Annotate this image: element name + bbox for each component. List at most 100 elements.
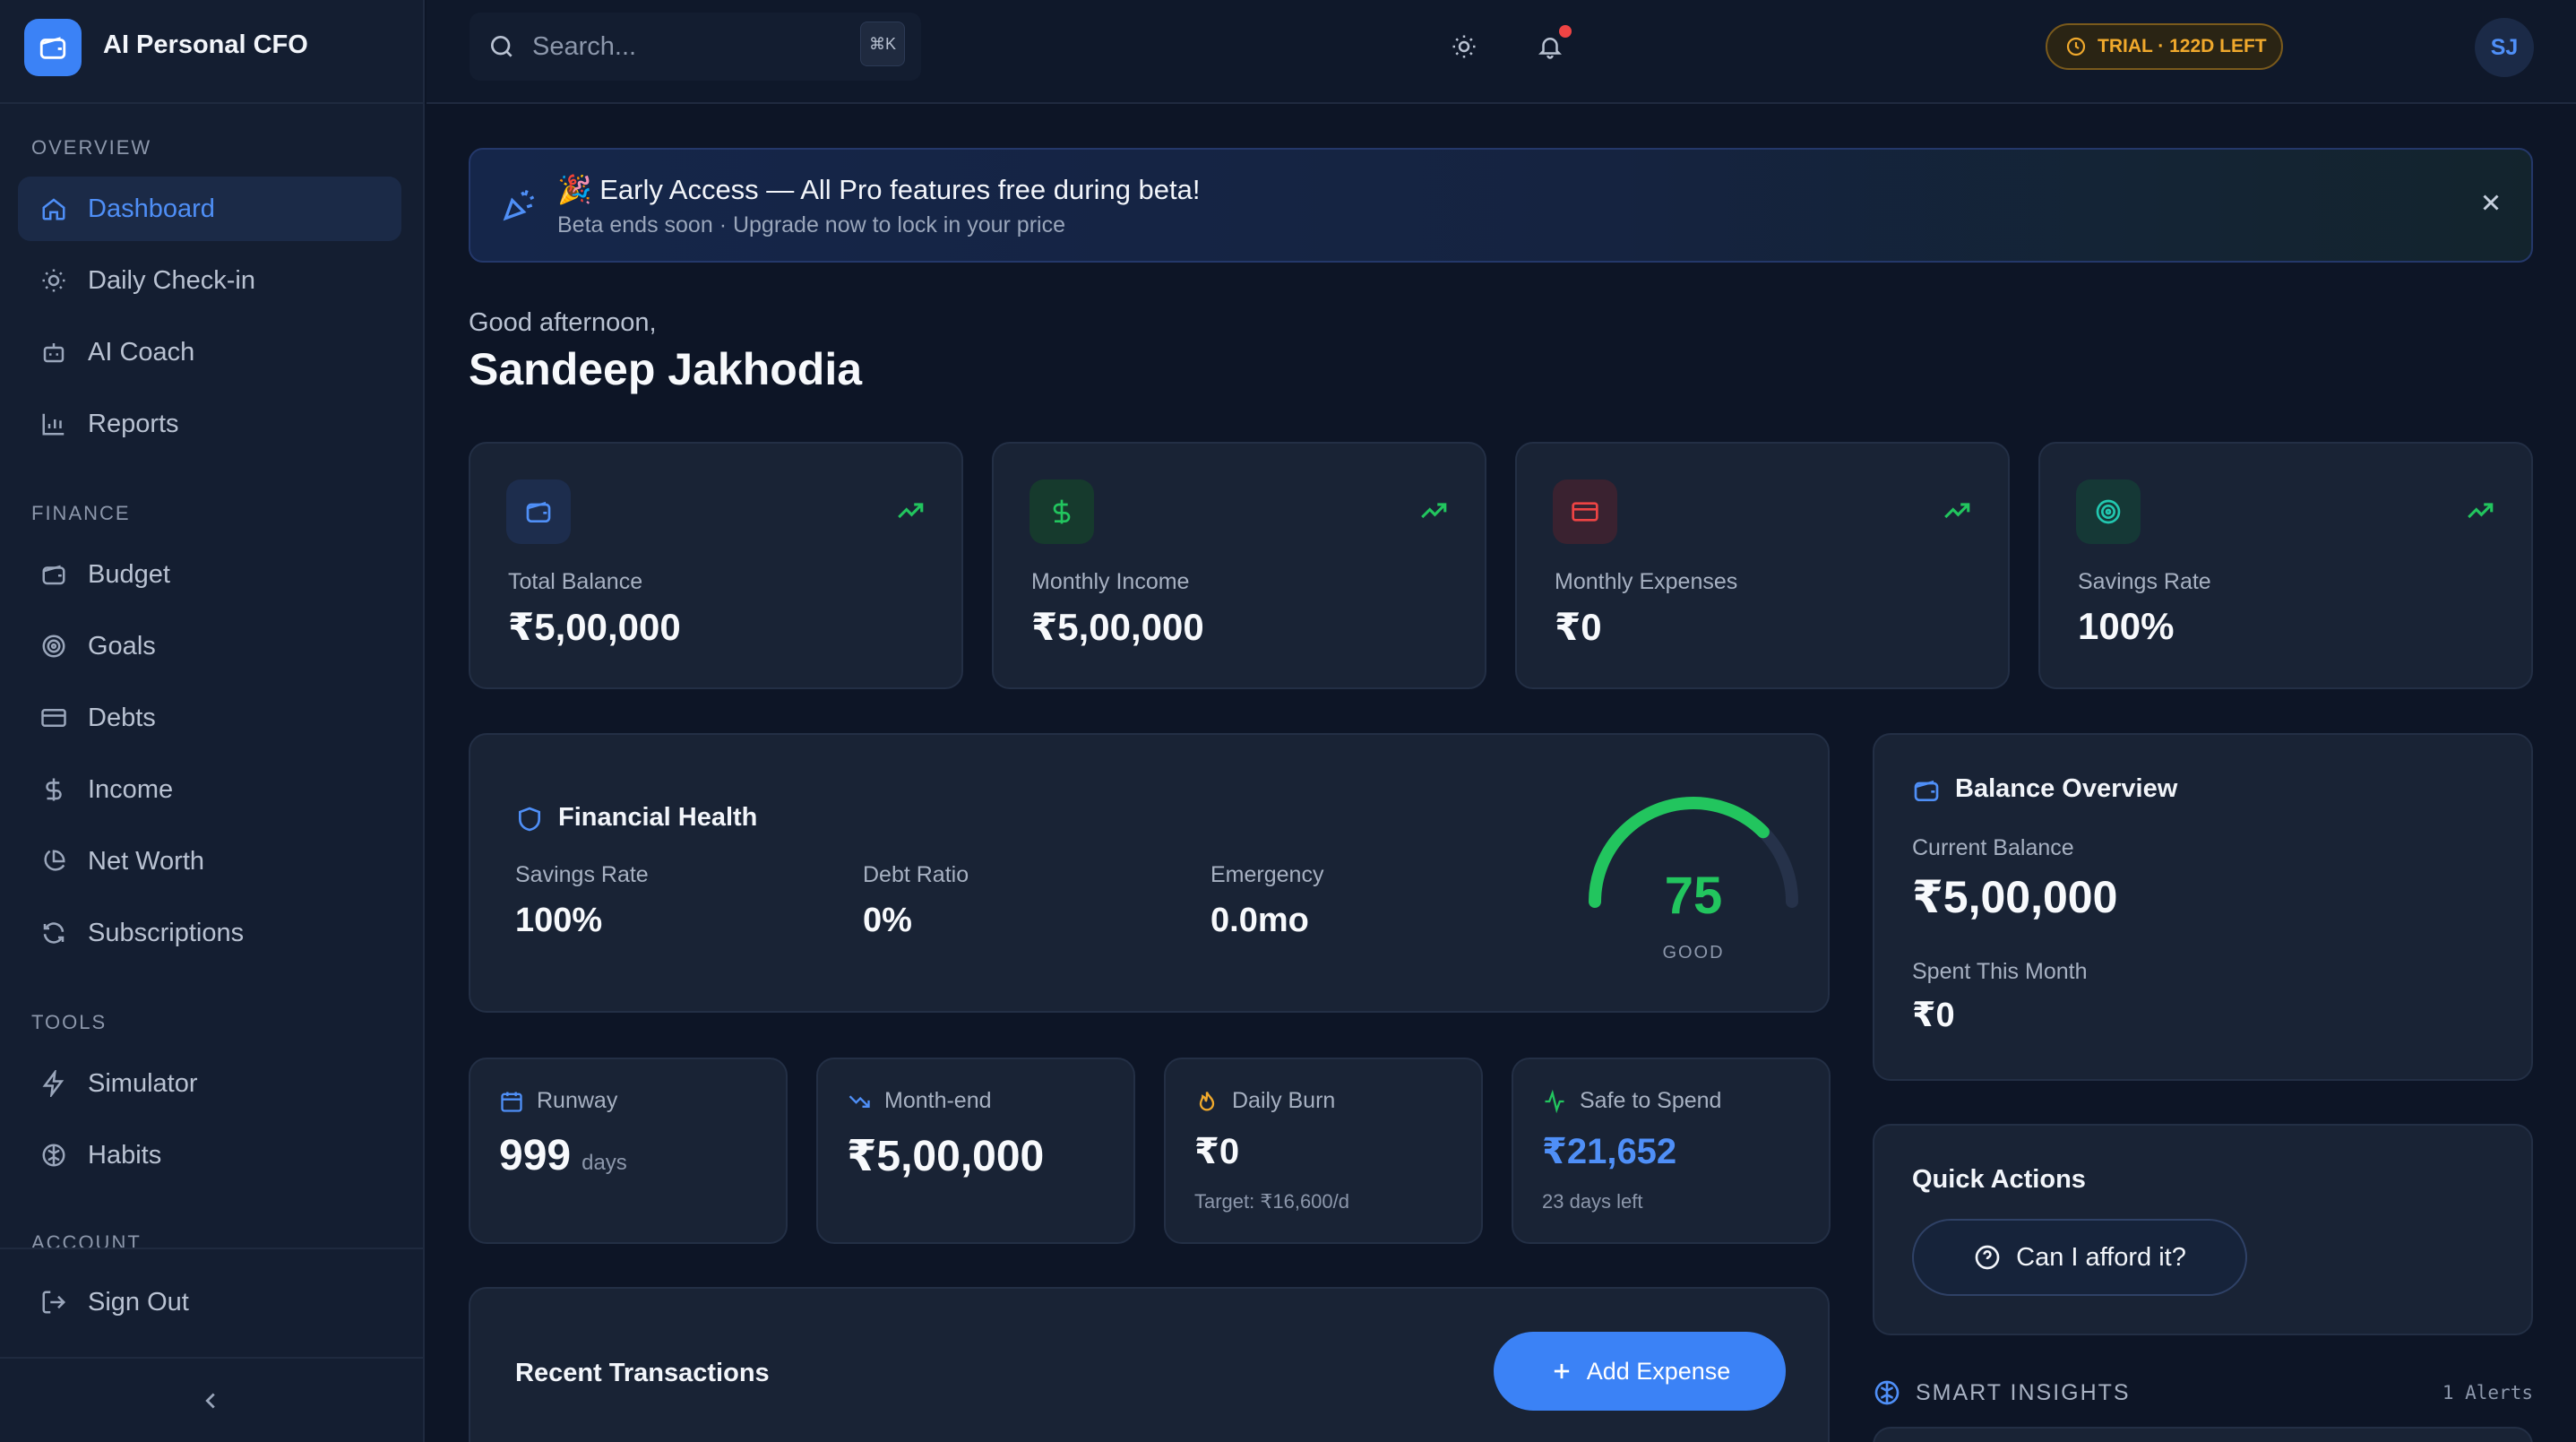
health-gauge (1589, 797, 1798, 908)
sidebar: AI Personal CFO OVERVIEW Dashboard Daily… (0, 0, 425, 1442)
safe-to-spend-value: ₹21,652 (1542, 1132, 1677, 1171)
health-score-label: GOOD (1662, 943, 1725, 963)
activity-icon (1545, 1089, 1564, 1113)
refresh-icon (39, 919, 68, 947)
user-name: Sandeep Jakhodia (469, 344, 863, 394)
sidebar-item-label: Simulator (88, 1068, 198, 1098)
sidebar-item-income[interactable]: Income (18, 757, 401, 822)
trend-down-icon (849, 1094, 870, 1108)
stat-card-monthly-income: Monthly Income ₹5,00,000 (992, 442, 1486, 689)
spent-this-month-value: ₹0 (1912, 997, 1955, 1034)
sidebar-item-label: Dashboard (88, 194, 215, 223)
dollar-icon (1030, 479, 1094, 544)
safe-to-spend-header: Safe to Spend (1542, 1088, 1721, 1114)
health-score: 75 (1664, 867, 1723, 925)
stat-value: ₹0 (1555, 606, 1602, 648)
notification-dot (1559, 25, 1572, 38)
stat-value: 100% (2078, 605, 2175, 647)
sidebar-item-budget[interactable]: Budget (18, 542, 401, 607)
clock-icon (2066, 37, 2086, 56)
brand: AI Personal CFO (0, 0, 425, 104)
stat-value: ₹5,00,000 (508, 606, 681, 648)
logout-icon (39, 1288, 68, 1317)
metric-label: Debt Ratio (863, 862, 969, 887)
sign-out-button[interactable]: Sign Out (18, 1270, 401, 1334)
current-balance-label: Current Balance (1912, 835, 2074, 860)
section-finance: FINANCE (31, 502, 131, 524)
sidebar-item-label: Daily Check-in (88, 265, 255, 295)
balance-overview-card: Balance Overview Current Balance ₹5,00,0… (1873, 733, 2533, 1081)
recent-transactions-card: Recent Transactions Add Expense (469, 1287, 1830, 1442)
runway-value: 999 days (499, 1132, 627, 1179)
sidebar-item-habits[interactable]: Habits (18, 1123, 401, 1187)
sun-icon (1452, 35, 1476, 58)
current-balance-value: ₹5,00,000 (1912, 872, 2118, 922)
sidebar-item-simulator[interactable]: Simulator (18, 1051, 401, 1116)
brain-icon (39, 1141, 68, 1170)
sidebar-item-dashboard[interactable]: Dashboard (18, 177, 401, 241)
plus-icon (1554, 1363, 1569, 1379)
search-placeholder: Search... (532, 32, 637, 61)
zap-icon (39, 1069, 68, 1098)
close-icon[interactable] (2477, 189, 2504, 216)
runway-card: Runway 999 days (469, 1058, 788, 1244)
trend-up-icon (895, 496, 926, 526)
recent-transactions-title: Recent Transactions (515, 1359, 770, 1387)
daily-burn-card: Daily Burn ₹0 Target: ₹16,600/d (1164, 1058, 1483, 1244)
theme-toggle-button[interactable] (1435, 18, 1493, 75)
spent-this-month-label: Spent This Month (1912, 959, 2088, 984)
section-overview: OVERVIEW (31, 136, 152, 159)
help-circle-icon (1975, 1245, 2000, 1270)
metric-value: 100% (515, 902, 603, 939)
wallet-icon (24, 19, 82, 76)
avatar[interactable]: SJ (2475, 18, 2534, 77)
stat-card-monthly-expenses: Monthly Expenses ₹0 (1515, 442, 2010, 689)
banner-title: 🎉 Early Access — All Pro features free d… (557, 174, 1201, 205)
metric-label: Savings Rate (515, 862, 649, 887)
add-expense-button[interactable]: Add Expense (1494, 1332, 1786, 1411)
sidebar-item-daily-check-in[interactable]: Daily Check-in (18, 248, 401, 313)
pie-chart-icon (39, 847, 68, 876)
sign-out-label: Sign Out (88, 1287, 189, 1317)
trend-up-icon (2465, 496, 2495, 526)
can-i-afford-it-button[interactable]: Can I afford it? (1912, 1219, 2247, 1296)
quick-actions-card: Quick Actions Can I afford it? (1873, 1124, 2533, 1335)
brain-icon (1874, 1380, 1900, 1405)
safe-to-spend-card: Safe to Spend ₹21,652 23 days left (1512, 1058, 1831, 1244)
sidebar-item-goals[interactable]: Goals (18, 614, 401, 678)
sidebar-item-reports[interactable]: Reports (18, 392, 401, 456)
stat-label: Savings Rate (2078, 569, 2211, 594)
sidebar-item-label: Habits (88, 1140, 162, 1170)
daily-burn-target: Target: ₹16,600/d (1194, 1190, 1350, 1213)
can-i-afford-it-label: Can I afford it? (2016, 1242, 2186, 1272)
credit-card-icon (1553, 479, 1617, 544)
sidebar-item-debts[interactable]: Debts (18, 686, 401, 750)
trial-badge[interactable]: TRIAL · 122D LEFT (2046, 23, 2283, 70)
wallet-icon (1912, 776, 1941, 805)
collapse-sidebar-icon[interactable] (197, 1387, 224, 1414)
target-icon (2076, 479, 2141, 544)
stat-value: ₹5,00,000 (1031, 606, 1204, 648)
add-expense-label: Add Expense (1586, 1357, 1731, 1385)
notifications-button[interactable] (1521, 18, 1579, 75)
month-end-label: Month-end (884, 1088, 992, 1113)
month-end-value: ₹5,00,000 (847, 1133, 1045, 1180)
trend-up-icon (1418, 496, 1449, 526)
divider (0, 1248, 425, 1249)
early-access-banner: 🎉 Early Access — All Pro features free d… (469, 148, 2533, 263)
stat-card-total-balance: Total Balance ₹5,00,000 (469, 442, 963, 689)
runway-label: Runway (537, 1088, 618, 1113)
metric-value: 0% (863, 902, 912, 939)
topbar: Search... ⌘K TRIAL · 122D LEFT SJ (426, 0, 2576, 104)
month-end-header: Month-end (847, 1088, 992, 1114)
sidebar-item-label: AI Coach (88, 337, 195, 367)
financial-health-card: Financial Health Savings Rate 100% Debt … (469, 733, 1830, 1013)
search-input[interactable]: Search... (470, 13, 921, 81)
sidebar-item-net-worth[interactable]: Net Worth (18, 829, 401, 894)
app-name: AI Personal CFO (103, 30, 308, 59)
divider (0, 1357, 425, 1359)
stat-label: Total Balance (508, 569, 643, 594)
balance-overview-title: Balance Overview (1955, 774, 2178, 803)
sidebar-item-subscriptions[interactable]: Subscriptions (18, 901, 401, 965)
sidebar-item-ai-coach[interactable]: AI Coach (18, 320, 401, 384)
